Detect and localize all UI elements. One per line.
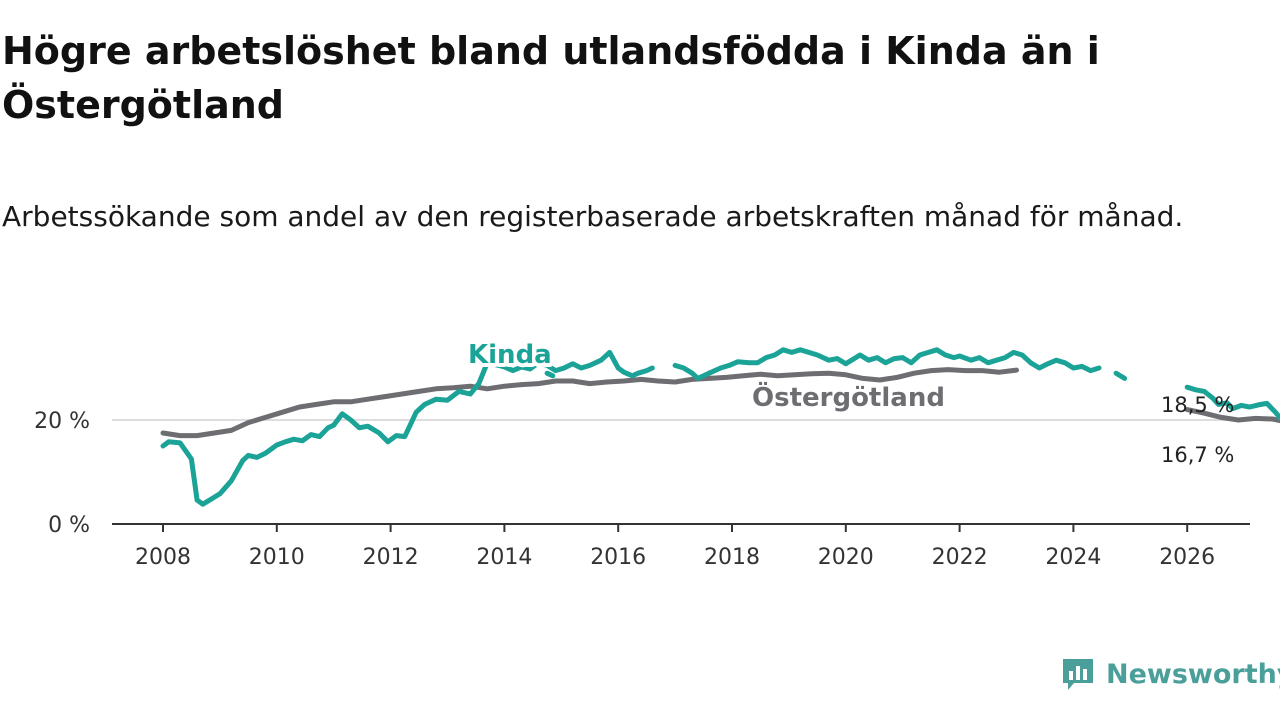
x-tick-label: 2012 <box>363 545 419 570</box>
series-line-kinda <box>1184 384 1280 422</box>
kinda-end-label: 18,5 % <box>1161 393 1234 417</box>
chart-title: Högre arbetslöshet bland utlandsfödda i … <box>2 29 1100 127</box>
y-tick-label: 0 % <box>48 513 90 538</box>
series-line-kinda <box>1113 370 1128 381</box>
series-lines <box>160 347 1280 507</box>
x-tick-label: 2022 <box>932 545 988 570</box>
ostergotland-end-label: 16,7 % <box>1161 443 1234 467</box>
kinda-series-label-halo: Kinda <box>468 340 552 370</box>
ostergotland-series-label-halo: Östergötland <box>752 380 945 413</box>
ostergotland-series-label: Östergötland <box>752 380 945 413</box>
series-line-ostergotland <box>1184 407 1280 424</box>
newsworthy-logo-icon <box>1063 659 1093 690</box>
x-tick-label: 2024 <box>1045 545 1101 570</box>
x-tick-label: 2016 <box>590 545 646 570</box>
x-tick-label: 2008 <box>135 545 191 570</box>
x-axis-ticks: 2008 2010 2012 2014 2016 2018 2020 2022 2024 2026 <box>135 524 1215 570</box>
x-tick-label: 2014 <box>476 545 532 570</box>
x-tick-label: 2018 <box>704 545 760 570</box>
brand-logo[interactable]: Newsworthy <box>1060 654 1280 694</box>
series-line-ostergotland <box>160 367 1019 439</box>
x-tick-label: 2026 <box>1159 545 1215 570</box>
series-line-kinda <box>544 370 556 379</box>
series-line-kinda <box>672 347 1102 381</box>
y-tick-label: 20 % <box>34 409 90 434</box>
series-line-kinda <box>160 349 655 507</box>
chart-subtitle: Arbetssökande som andel av den registerb… <box>2 200 1184 233</box>
x-tick-label: 2020 <box>818 545 874 570</box>
x-tick-label: 2010 <box>249 545 305 570</box>
end-labels: 18,5 % 16,7 % <box>1161 393 1234 467</box>
y-axis-ticks: 0 % 20 % <box>34 409 90 538</box>
kinda-series-label: Kinda <box>468 340 552 370</box>
brand-name: Newsworthy <box>1106 658 1280 690</box>
